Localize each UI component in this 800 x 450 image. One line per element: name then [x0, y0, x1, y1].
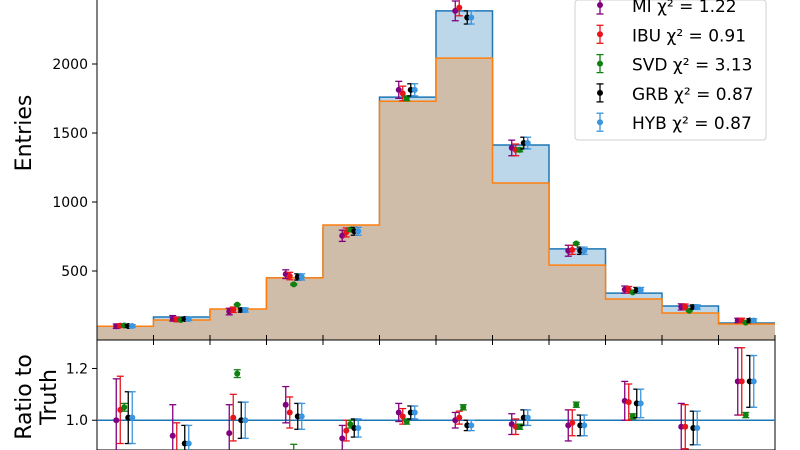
hyb-ratio-point-marker [411, 409, 418, 416]
legend-grb-symbol-marker [597, 89, 603, 96]
ibu-unfolded-point-marker [682, 303, 689, 310]
hyb-unfolded-point-marker [185, 316, 192, 323]
svd-ratio-point-marker [629, 413, 636, 420]
hyb-ratio-point-marker [750, 378, 757, 385]
legend-hyb-label: HYB χ² = 0.87 [632, 114, 752, 134]
svd-ratio-point-marker [742, 412, 749, 419]
hyb-unfolded-point-marker [468, 14, 475, 21]
ibu-ratio-point-marker [682, 423, 689, 430]
y-tick-label: 2000 [52, 57, 88, 73]
ratio-y-tick-label: 1.2 [66, 361, 88, 377]
svd-unfolded-point-marker [516, 146, 523, 153]
hyb-unfolded-point-marker [637, 287, 644, 294]
y-tick-label: 1500 [52, 126, 88, 142]
legend-box [574, 0, 767, 141]
hyb-ratio-point-marker [581, 422, 588, 429]
svd-unfolded-point-marker [403, 95, 410, 102]
svd-ratio-point-marker [460, 404, 467, 411]
ibu-ratio-point-marker [456, 414, 463, 421]
hyb-ratio-point-marker [129, 414, 136, 421]
legend-mi-symbol-marker [597, 2, 603, 8]
prior-histogram-edge [97, 57, 775, 327]
ratio-y-tick-label: 1.0 [66, 413, 88, 429]
mi-ratio-point-marker [339, 435, 346, 442]
ibu-ratio-point-marker [230, 414, 237, 421]
legend-ibu-label: IBU χ² = 0.91 [632, 26, 746, 46]
svd-ratio-point-marker [234, 370, 241, 377]
hyb-unfolded-point-marker [694, 304, 701, 311]
ibu-ratio-point-marker [399, 413, 406, 420]
entries-panel: 500 1000 1500 2000 2500 [52, 0, 776, 341]
legend-ibu-symbol-marker [597, 31, 603, 38]
hyb-unfolded-point-marker [581, 247, 588, 254]
svd-ratio-point-marker [403, 418, 410, 425]
ibu-unfolded-point-marker [286, 273, 293, 280]
hyb-unfolded-point-marker [524, 140, 531, 147]
ratio-axis-label-line2: Truth [37, 369, 62, 426]
svd-ratio-point-marker [347, 421, 354, 428]
mi-ratio-point-marker [282, 401, 289, 408]
ibu-ratio-point-marker [738, 378, 745, 385]
mi-ratio-point-marker [226, 430, 233, 437]
ibu-unfolded-point-marker [569, 246, 576, 253]
ibu-ratio-point-marker [569, 419, 576, 426]
legend: MI χ² = 1.22 IBU χ² = 0.91 SVD χ² = 3.13 GR… [574, 0, 767, 141]
ibu-unfolded-point-marker [456, 4, 463, 11]
mi-ratio-point-marker [395, 409, 402, 416]
y-tick-label: 1000 [52, 195, 88, 211]
mi-ratio-point-marker [113, 417, 120, 424]
hyb-ratio-point-marker [694, 425, 701, 431]
ratio-axis-label-line1: Ratio to [12, 354, 37, 440]
ibu-unfolded-point-marker [399, 90, 406, 97]
legend-mi-label: MI χ² = 1.22 [632, 0, 737, 17]
hyb-unfolded-point-marker [750, 317, 757, 324]
ibu-ratio-point-marker [625, 399, 632, 406]
ratio-panel: 1.0 1.2 [66, 339, 776, 450]
hyb-ratio-point-marker [242, 417, 249, 424]
hyb-unfolded-point-marker [242, 307, 249, 314]
hyb-ratio-point-marker [355, 425, 362, 431]
hyb-ratio-point-marker [298, 413, 305, 420]
legend-svd-symbol-marker [597, 60, 603, 67]
hyb-unfolded-point-marker [411, 86, 418, 93]
legend-grb-label: GRB χ² = 0.87 [632, 85, 754, 105]
hyb-ratio-point-marker [524, 414, 531, 421]
svd-ratio-point-marker [516, 423, 523, 430]
hyb-ratio-point-marker [468, 422, 475, 429]
legend-hyb-symbol-marker [597, 119, 603, 126]
hyb-unfolded-point-marker [129, 323, 136, 330]
y-tick-label: 2500 [52, 0, 88, 4]
hyb-unfolded-point-marker [298, 273, 305, 280]
hyb-unfolded-point-marker [355, 228, 362, 235]
svd-ratio-point-marker [573, 401, 580, 408]
mi-unfolded-point-marker [395, 86, 402, 93]
svd-unfolded-point-marker [290, 281, 297, 288]
ibu-ratio-point-marker [286, 409, 293, 416]
mi-ratio-point-marker [169, 432, 176, 439]
ibu-ratio-point-marker [343, 427, 350, 434]
mi-unfolded-point-marker [452, 7, 459, 14]
ratio-axes-frame [96, 339, 776, 450]
legend-svd-label: SVD χ² = 3.13 [632, 56, 752, 76]
hyb-ratio-point-marker [185, 440, 192, 447]
svd-unfolded-point-marker [234, 301, 241, 308]
hyb-ratio-point-marker [637, 400, 644, 407]
svd-unfolded-point-marker [573, 240, 580, 247]
svd-ratio-point-marker [121, 404, 128, 411]
entries-axis-label: Entries [12, 95, 37, 172]
y-tick-label: 500 [61, 264, 88, 280]
ibu-unfolded-point-marker [230, 306, 237, 313]
